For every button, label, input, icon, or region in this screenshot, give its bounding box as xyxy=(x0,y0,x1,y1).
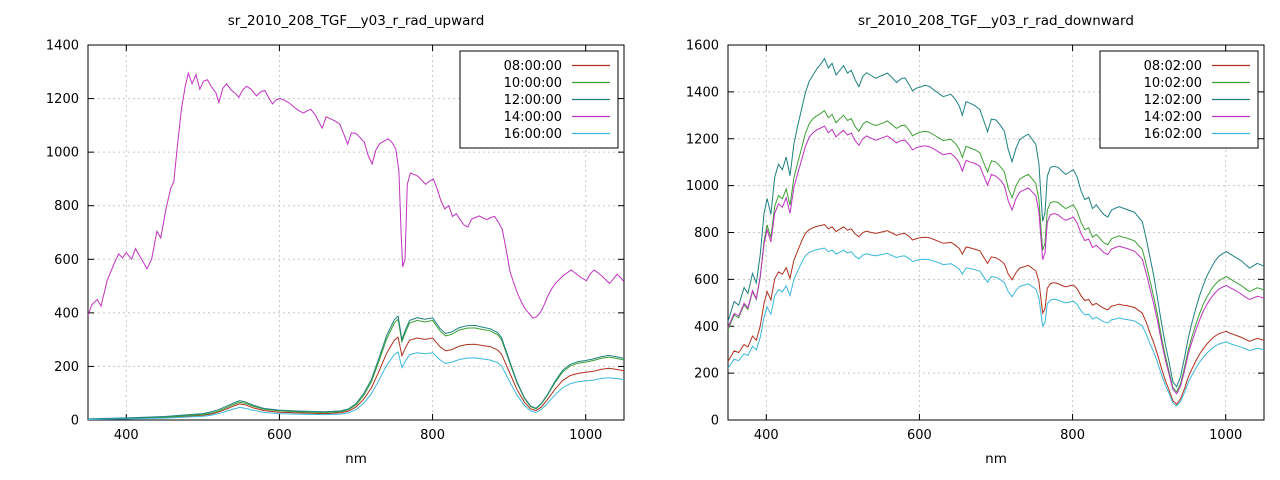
chart-title-downward: sr_2010_208_TGF__y03_r_rad_downward xyxy=(858,13,1134,29)
legend-label: 10:02:00 xyxy=(1144,76,1202,91)
series-line-14:02:00 xyxy=(727,125,1265,395)
y-tick-label: 800 xyxy=(694,226,719,241)
x-tick-label: 600 xyxy=(907,428,932,443)
chart-panel-upward: sr_2010_208_TGF__y03_r_rad_upward nm 0 20… xyxy=(46,13,625,467)
legend-label: 14:00:00 xyxy=(504,110,562,125)
series-line-14:00:00 xyxy=(87,71,625,319)
legend-label: 16:02:00 xyxy=(1144,127,1202,142)
series-line-16:02:00 xyxy=(727,247,1265,407)
series-line-12:02:00 xyxy=(727,57,1265,388)
legend-label: 08:02:00 xyxy=(1144,59,1202,74)
x-tick-label: 800 xyxy=(1060,428,1085,443)
y-tick-label: 400 xyxy=(54,306,79,321)
y-tick-label: 200 xyxy=(54,360,79,375)
y-tick-label: 400 xyxy=(694,320,719,335)
y-tick-label: 1000 xyxy=(686,179,719,194)
series-line-12:00:00 xyxy=(87,315,625,420)
legend-label: 08:00:00 xyxy=(504,59,562,74)
y-tick-label: 800 xyxy=(54,199,79,214)
plot-border xyxy=(727,44,1265,421)
chart-canvas: 0 200 400 600 800 1000 1200 1400 400 600 800 1000 08… xyxy=(46,39,625,443)
x-tick-label: 600 xyxy=(267,428,292,443)
series-line-16:00:00 xyxy=(87,351,625,420)
series-line-08:02:00 xyxy=(727,223,1265,405)
x-tick-label: 400 xyxy=(754,428,779,443)
y-tick-label: 600 xyxy=(694,273,719,288)
x-tick-label: 800 xyxy=(420,428,445,443)
legend-label: 12:02:00 xyxy=(1144,93,1202,108)
series-line-10:02:00 xyxy=(727,109,1265,393)
y-tick-label: 1600 xyxy=(686,39,719,54)
legend-label: 16:00:00 xyxy=(504,127,562,142)
y-tick-label: 1200 xyxy=(46,92,79,107)
legend-label: 10:00:00 xyxy=(504,76,562,91)
x-axis-label-downward: nm xyxy=(985,451,1007,467)
legend-label: 12:00:00 xyxy=(504,93,562,108)
x-tick-label: 1000 xyxy=(1209,428,1242,443)
series-line-08:00:00 xyxy=(87,336,625,420)
y-tick-label: 1200 xyxy=(686,132,719,147)
x-axis-label-upward: nm xyxy=(345,451,367,467)
x-tick-label: 400 xyxy=(114,428,139,443)
y-tick-label: 1400 xyxy=(686,85,719,100)
chart-title-upward: sr_2010_208_TGF__y03_r_rad_upward xyxy=(227,13,485,29)
y-tick-label: 600 xyxy=(54,253,79,268)
series-line-10:00:00 xyxy=(87,318,625,420)
y-tick-label: 1400 xyxy=(46,39,79,54)
y-tick-label: 200 xyxy=(694,367,719,382)
chart-canvas: 0 200 400 600 800 1000 1200 1400 1600 400 600 800 10… xyxy=(686,39,1265,443)
legend-label: 14:02:00 xyxy=(1144,110,1202,125)
plot-border xyxy=(87,44,625,421)
chart-panel-downward: sr_2010_208_TGF__y03_r_rad_downward nm 0… xyxy=(640,0,1280,480)
y-tick-label: 1000 xyxy=(46,146,79,161)
y-tick-label: 0 xyxy=(711,414,719,429)
x-tick-label: 1000 xyxy=(569,428,602,443)
y-tick-label: 0 xyxy=(71,414,79,429)
